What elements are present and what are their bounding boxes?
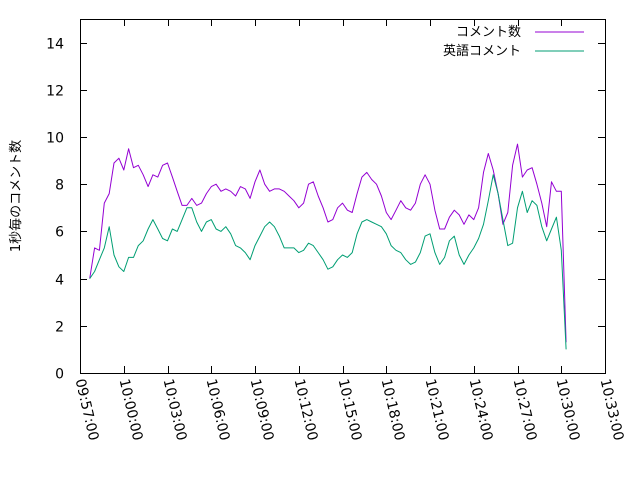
x-tick-label: 10:24:00 — [466, 377, 496, 442]
y-axis-title: 1秒毎のコメント数 — [8, 140, 24, 252]
x-tick-label: 10:33:00 — [597, 377, 627, 442]
y-tick-label: 2 — [55, 320, 64, 336]
x-tick-label: 10:00:00 — [116, 377, 146, 442]
x-tick-label: 10:30:00 — [553, 377, 583, 442]
series-line-comments — [89, 143, 567, 343]
x-tick-label: 10:06:00 — [203, 377, 233, 442]
x-tick-label: 10:27:00 — [510, 377, 540, 442]
y-tick-label: 12 — [46, 84, 64, 100]
series-layer — [89, 143, 567, 350]
x-tick-label: 10:18:00 — [378, 377, 408, 442]
y-tick-label: 14 — [46, 37, 64, 53]
x-tick-label: 10:09:00 — [247, 377, 277, 442]
x-tick-label: 10:03:00 — [160, 377, 190, 442]
y-tick-label: 8 — [55, 178, 64, 194]
y-tick-label: 10 — [46, 131, 64, 147]
x-tick-label: 10:12:00 — [291, 377, 321, 442]
plot-frame — [80, 19, 606, 374]
legend-label-comments: コメント数 — [456, 25, 521, 40]
series-line-english-comments — [89, 174, 567, 350]
y-tick-label: 4 — [55, 273, 64, 289]
x-tick-label: 10:21:00 — [422, 377, 452, 442]
legend: コメント数 英語コメント — [443, 25, 584, 59]
y-tick-label: 0 — [55, 367, 64, 383]
x-tick-label: 09:57:00 — [72, 377, 102, 442]
y-tick-label: 6 — [55, 225, 64, 241]
y-axis: 0 2 4 6 8 10 12 14 — [46, 37, 605, 383]
legend-label-english-comments: 英語コメント — [443, 43, 521, 59]
x-tick-label: 10:15:00 — [335, 377, 365, 442]
